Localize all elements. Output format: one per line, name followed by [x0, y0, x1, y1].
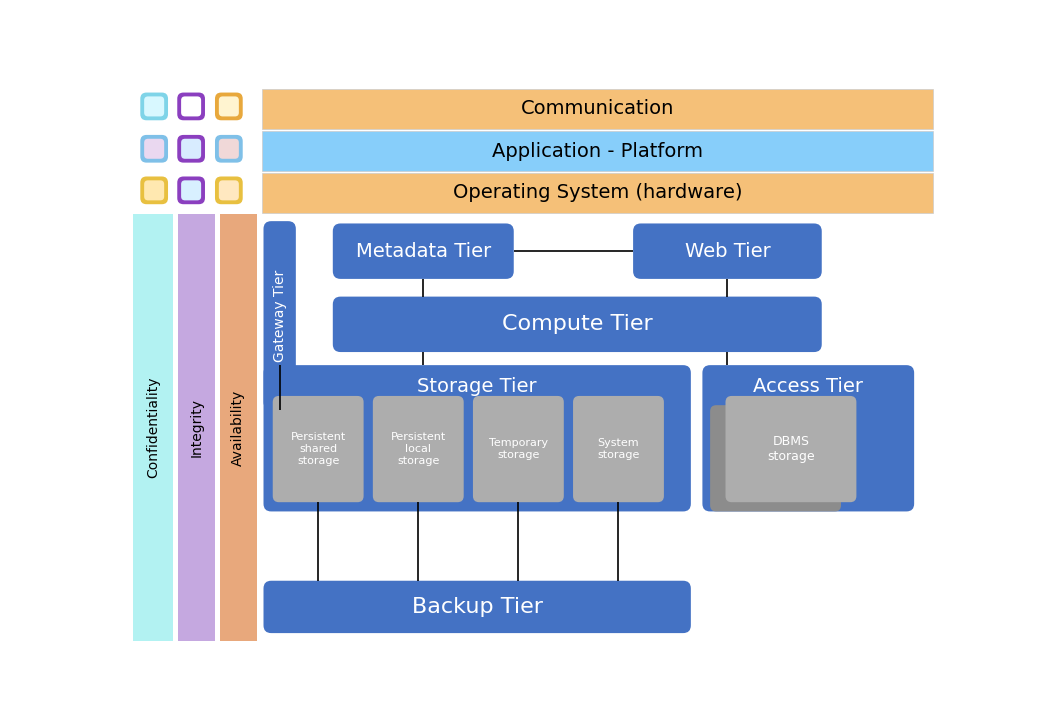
FancyBboxPatch shape — [181, 139, 201, 159]
Bar — [178, 215, 215, 641]
Text: Communication: Communication — [521, 99, 674, 118]
FancyBboxPatch shape — [145, 139, 164, 159]
FancyBboxPatch shape — [333, 223, 514, 279]
FancyBboxPatch shape — [372, 396, 464, 503]
Text: Integrity: Integrity — [189, 398, 204, 457]
Text: Application - Platform: Application - Platform — [492, 142, 703, 161]
FancyBboxPatch shape — [263, 221, 295, 410]
FancyBboxPatch shape — [177, 93, 205, 120]
FancyBboxPatch shape — [710, 405, 841, 511]
Text: Compute Tier: Compute Tier — [502, 315, 653, 334]
FancyBboxPatch shape — [573, 396, 664, 503]
FancyBboxPatch shape — [215, 176, 242, 204]
Bar — [219, 215, 257, 641]
Text: Operating System (hardware): Operating System (hardware) — [453, 183, 743, 202]
Text: Temporary
storage: Temporary storage — [489, 438, 548, 460]
Bar — [262, 173, 934, 212]
Bar — [132, 215, 174, 641]
FancyBboxPatch shape — [333, 297, 822, 352]
FancyBboxPatch shape — [177, 135, 205, 163]
FancyBboxPatch shape — [218, 180, 239, 200]
Text: Web Tier: Web Tier — [684, 242, 771, 261]
FancyBboxPatch shape — [181, 96, 201, 117]
FancyBboxPatch shape — [140, 135, 168, 163]
FancyBboxPatch shape — [145, 96, 164, 117]
FancyBboxPatch shape — [215, 93, 242, 120]
FancyBboxPatch shape — [218, 139, 239, 159]
FancyBboxPatch shape — [473, 396, 564, 503]
FancyBboxPatch shape — [263, 365, 691, 511]
Text: System
storage: System storage — [597, 438, 640, 460]
FancyBboxPatch shape — [263, 581, 691, 633]
Text: Gateway Tier: Gateway Tier — [272, 269, 287, 361]
FancyBboxPatch shape — [140, 176, 168, 204]
FancyBboxPatch shape — [726, 396, 856, 503]
FancyBboxPatch shape — [633, 223, 822, 279]
Bar — [262, 89, 934, 129]
Text: Storage Tier: Storage Tier — [417, 377, 537, 396]
FancyBboxPatch shape — [140, 93, 168, 120]
Text: Availability: Availability — [231, 390, 245, 466]
Text: Backup Tier: Backup Tier — [412, 597, 543, 617]
Text: Access Tier: Access Tier — [753, 377, 863, 396]
FancyBboxPatch shape — [181, 180, 201, 200]
FancyBboxPatch shape — [145, 180, 164, 200]
FancyBboxPatch shape — [215, 135, 242, 163]
Text: DBMS
storage: DBMS storage — [768, 435, 814, 463]
Bar — [263, 215, 934, 641]
Text: Metadata Tier: Metadata Tier — [356, 242, 491, 261]
FancyBboxPatch shape — [272, 396, 364, 503]
FancyBboxPatch shape — [702, 365, 914, 511]
Text: Persistent
shared
storage: Persistent shared storage — [290, 433, 345, 466]
Text: Persistent
local
storage: Persistent local storage — [391, 433, 446, 466]
Bar — [262, 131, 934, 171]
FancyBboxPatch shape — [177, 176, 205, 204]
Text: Confidentiality: Confidentiality — [146, 377, 160, 478]
FancyBboxPatch shape — [218, 96, 239, 117]
